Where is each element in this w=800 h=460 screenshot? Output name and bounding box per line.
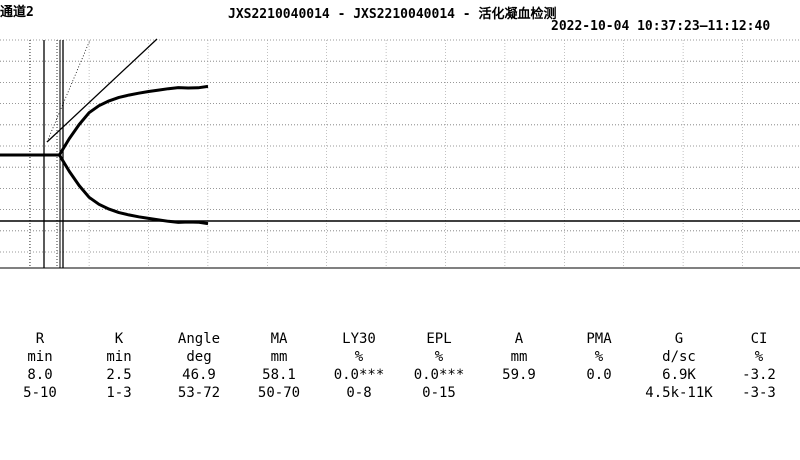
test-timestamp: 2022-10-04 10:37:23—11:12:40 bbox=[551, 19, 771, 34]
param-range: 50-70 bbox=[257, 385, 301, 401]
param-unit: mm bbox=[270, 349, 288, 365]
param-unit: % bbox=[434, 349, 444, 365]
param-unit: mm bbox=[510, 349, 528, 365]
param-k: K min 2.5 1-3 bbox=[79, 330, 159, 402]
param-unit: % bbox=[354, 349, 364, 365]
param-value: 8.0 bbox=[27, 367, 53, 383]
channel-label: 通道2 bbox=[0, 5, 34, 20]
param-name: MA bbox=[270, 331, 288, 347]
param-name: Angle bbox=[177, 331, 221, 347]
param-a: A mm 59.9 bbox=[479, 330, 559, 402]
param-value: 58.1 bbox=[262, 367, 296, 383]
tracing-lower-curve bbox=[0, 153, 209, 226]
param-range: 0-15 bbox=[422, 385, 456, 401]
param-ci: CI % -3.2 -3-3 bbox=[719, 330, 799, 402]
param-name: A bbox=[514, 331, 524, 347]
param-range: 0-8 bbox=[346, 385, 372, 401]
param-unit: % bbox=[754, 349, 764, 365]
param-ma: MA mm 58.1 50-70 bbox=[239, 330, 319, 402]
param-value: 6.9K bbox=[662, 367, 696, 383]
teg-tracing-chart bbox=[0, 38, 800, 269]
param-pma: PMA % 0.0 bbox=[559, 330, 639, 402]
param-unit: d/sc bbox=[662, 349, 696, 365]
param-ly30: LY30 % 0.0*** 0-8 bbox=[319, 330, 399, 402]
param-range bbox=[479, 384, 559, 402]
param-value: -3.2 bbox=[742, 367, 776, 383]
param-name: G bbox=[674, 331, 684, 347]
param-range: 4.5k-11K bbox=[645, 385, 713, 401]
tracing-upper-curve bbox=[0, 84, 209, 157]
param-unit: min bbox=[106, 349, 132, 365]
param-range bbox=[559, 384, 639, 402]
param-value: 46.9 bbox=[182, 367, 216, 383]
param-value: 0.0*** bbox=[413, 367, 465, 383]
param-name: LY30 bbox=[342, 331, 376, 347]
param-value: 0.0*** bbox=[333, 367, 385, 383]
param-name: K bbox=[114, 331, 124, 347]
param-value: 0.0 bbox=[586, 367, 612, 383]
param-name: PMA bbox=[586, 331, 612, 347]
param-value: 2.5 bbox=[106, 367, 132, 383]
param-range: -3-3 bbox=[742, 385, 776, 401]
param-unit: deg bbox=[186, 349, 212, 365]
angle-reference-line bbox=[46, 39, 91, 143]
param-unit: % bbox=[594, 349, 604, 365]
param-range: 5-10 bbox=[23, 385, 57, 401]
param-epl: EPL % 0.0*** 0-15 bbox=[399, 330, 479, 402]
param-name: EPL bbox=[426, 331, 452, 347]
param-g: G d/sc 6.9K 4.5k-11K bbox=[639, 330, 719, 402]
param-angle: Angle deg 46.9 53-72 bbox=[159, 330, 239, 402]
param-unit: min bbox=[27, 349, 53, 365]
angle-tangent-line bbox=[46, 38, 158, 143]
param-name: CI bbox=[750, 331, 768, 347]
param-value: 59.9 bbox=[502, 367, 536, 383]
param-r: R min 8.0 5-10 bbox=[0, 330, 80, 402]
test-title: JXS2210040014 - JXS2210040014 - 活化凝血检测 bbox=[228, 7, 557, 22]
param-range: 1-3 bbox=[106, 385, 132, 401]
param-name: R bbox=[35, 331, 45, 347]
param-range: 53-72 bbox=[177, 385, 221, 401]
